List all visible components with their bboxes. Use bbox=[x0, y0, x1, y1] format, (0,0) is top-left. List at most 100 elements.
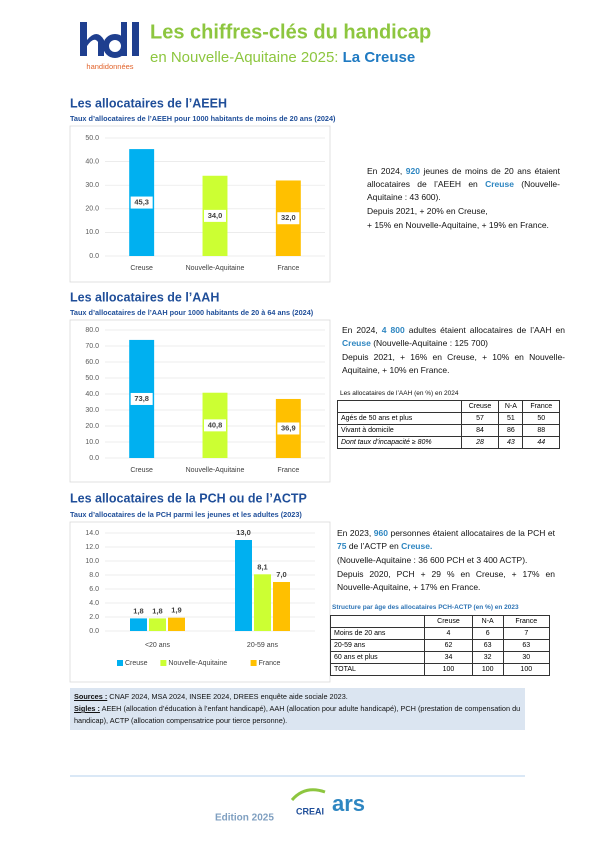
table-corner bbox=[337, 400, 462, 413]
text-run: adultes étaient allocataires de l’AAH en bbox=[404, 325, 566, 335]
table-cell: 32 bbox=[471, 651, 504, 664]
column-header: Creuse bbox=[460, 400, 500, 413]
table-row: Agés de 50 ans et plus 57 51 50 bbox=[337, 412, 560, 425]
sigles-text: AEEH (allocation d’éducation à l’enfant … bbox=[74, 704, 521, 725]
text-run: En 2024, bbox=[342, 325, 382, 335]
row-label: Moins de 20 ans bbox=[329, 627, 426, 640]
logo-ars: ars bbox=[332, 791, 365, 816]
bar bbox=[168, 617, 185, 631]
chart-title: Taux d’allocataires de l’AAH pour 1000 h… bbox=[70, 308, 314, 317]
row-label: 20-59 ans bbox=[329, 639, 426, 652]
text-run: (Nouvelle-Aquitaine : 36 600 PCH et 3 40… bbox=[337, 555, 528, 565]
legend-swatch bbox=[250, 660, 257, 666]
section-heading: Les allocataires de l’AAH bbox=[70, 290, 219, 304]
bar bbox=[235, 540, 252, 631]
y-tick-label: 10.0 bbox=[85, 558, 99, 565]
table-row: Dont taux d’incapacité ≥ 80% 28 43 44 bbox=[337, 436, 560, 449]
value-label: 1,9 bbox=[171, 606, 181, 615]
text-block: En 2023, 960 personnes étaient allocatai… bbox=[337, 527, 555, 595]
table-row: Moins de 20 ans 4 6 7 bbox=[329, 627, 551, 640]
text-run: En 2024, bbox=[367, 166, 406, 176]
value-label: 1,8 bbox=[133, 606, 143, 615]
y-tick-label: 0.0 bbox=[89, 253, 99, 260]
sources-box: Sources : CNAF 2024, MSA 2024, INSEE 202… bbox=[70, 688, 525, 730]
table-cell: 100 bbox=[424, 663, 473, 676]
value-label-bg bbox=[277, 422, 300, 435]
y-tick-label: 8.0 bbox=[89, 572, 99, 579]
x-tick-label: Nouvelle-Aquitaine bbox=[186, 467, 245, 474]
paragraph: Depuis 2020, PCH + 29 % en Creuse, + 17%… bbox=[337, 568, 555, 594]
paragraph: (Nouvelle-Aquitaine : 36 600 PCH et 3 40… bbox=[337, 554, 555, 567]
value-label-bg bbox=[204, 419, 226, 432]
legend-label: France bbox=[259, 660, 281, 667]
table-cell: 6 bbox=[471, 627, 504, 640]
text-run: (Nouvelle-Aquitaine : 43 600). bbox=[367, 179, 560, 202]
value-label: 40,8 bbox=[208, 420, 223, 429]
bar bbox=[273, 582, 290, 631]
column-header: France bbox=[522, 400, 560, 413]
y-tick-label: 6.0 bbox=[89, 586, 99, 593]
table-cell: 63 bbox=[471, 639, 504, 652]
logo-shape bbox=[132, 22, 139, 56]
legend-swatch bbox=[117, 660, 123, 666]
legend-label: Nouvelle-Aquitaine bbox=[168, 660, 227, 667]
text-run: Depuis 2021, + 16% en Creuse, + 10% en N… bbox=[342, 352, 565, 375]
table-cell: 100 bbox=[471, 663, 504, 676]
text-run: En 2023, bbox=[337, 528, 374, 538]
logo-creai: CREAI bbox=[296, 806, 324, 816]
y-tick-label: 14.0 bbox=[85, 530, 99, 537]
text-highlight: 75 bbox=[337, 541, 347, 551]
table-title: Les allocataires de l’AAH (en %) en 2024 bbox=[340, 390, 459, 397]
table: Creuse N-A France Agés de 50 ans et plus 57 5… bbox=[337, 400, 560, 449]
text-run: Depuis 2020, PCH + 29 % en Creuse, + 17%… bbox=[337, 569, 555, 592]
table-row: 60 ans et plus 34 32 30 bbox=[329, 651, 551, 664]
table-cell: 100 bbox=[502, 663, 551, 676]
legend-label: Creuse bbox=[125, 660, 148, 667]
value-label: 7,0 bbox=[276, 570, 286, 579]
table-cell: 51 bbox=[498, 412, 524, 425]
value-label: 8,1 bbox=[257, 562, 267, 571]
logo-shape bbox=[290, 788, 326, 802]
chart-frame bbox=[69, 521, 331, 683]
table-cell: 43 bbox=[498, 436, 524, 449]
title: Les chiffres-clés du handicap bbox=[150, 21, 431, 43]
text-highlight: Creuse. bbox=[401, 541, 433, 551]
text-run: de l’ACTP en bbox=[346, 541, 402, 551]
text-run: personnes étaient allocataires de la PCH… bbox=[387, 528, 555, 538]
text-highlight: 960 bbox=[373, 528, 388, 538]
y-tick-label: 10.0 bbox=[85, 229, 99, 236]
table: Creuse N-A France Moins de 20 ans 4 6 7 20-59 a… bbox=[329, 615, 551, 676]
y-tick-label: 50.0 bbox=[85, 375, 99, 382]
text-highlight: Creuse bbox=[342, 338, 371, 348]
paragraph: En 2024, 920 jeunes de moins de 20 ans é… bbox=[367, 165, 560, 204]
bar bbox=[130, 618, 147, 631]
text-run: Depuis 2021, + 20% en Creuse, bbox=[367, 206, 488, 216]
value-label-bg bbox=[204, 209, 226, 222]
bar bbox=[254, 574, 271, 631]
y-tick-label: 0.0 bbox=[89, 628, 99, 635]
y-tick-label: 4.0 bbox=[89, 600, 99, 607]
value-label-bg bbox=[277, 212, 300, 225]
subtitle: en Nouvelle-Aquitaine 2025: La Creuse bbox=[150, 49, 415, 66]
logo-text: handidonnées bbox=[86, 62, 133, 71]
x-tick-label: <20 ans bbox=[145, 642, 171, 649]
column-header: Creuse bbox=[424, 615, 473, 628]
value-label: 36,9 bbox=[281, 423, 296, 432]
section-heading: Les allocataires de l’AEEH bbox=[70, 96, 227, 110]
y-tick-label: 2.0 bbox=[89, 614, 99, 621]
table-cell: 84 bbox=[460, 424, 500, 437]
partner-logos: CREAI ars bbox=[290, 788, 365, 816]
text-block: En 2024, 4 800 adultes étaient allocatai… bbox=[342, 324, 565, 378]
text-run: (Nouvelle-Aquitaine : 125 700) bbox=[370, 338, 489, 348]
paragraph: + 15% en Nouvelle-Aquitaine, + 19% en Fr… bbox=[367, 219, 560, 232]
y-tick-label: 10.0 bbox=[85, 439, 99, 446]
table-row: 20-59 ans 62 63 63 bbox=[329, 639, 551, 652]
row-label: Dont taux d’incapacité ≥ 80% bbox=[337, 436, 462, 449]
bar bbox=[149, 618, 166, 631]
value-label: 45,3 bbox=[134, 198, 149, 207]
table-cell: 86 bbox=[498, 424, 524, 437]
table-cell: 28 bbox=[460, 436, 500, 449]
table-cell: 88 bbox=[522, 424, 560, 437]
